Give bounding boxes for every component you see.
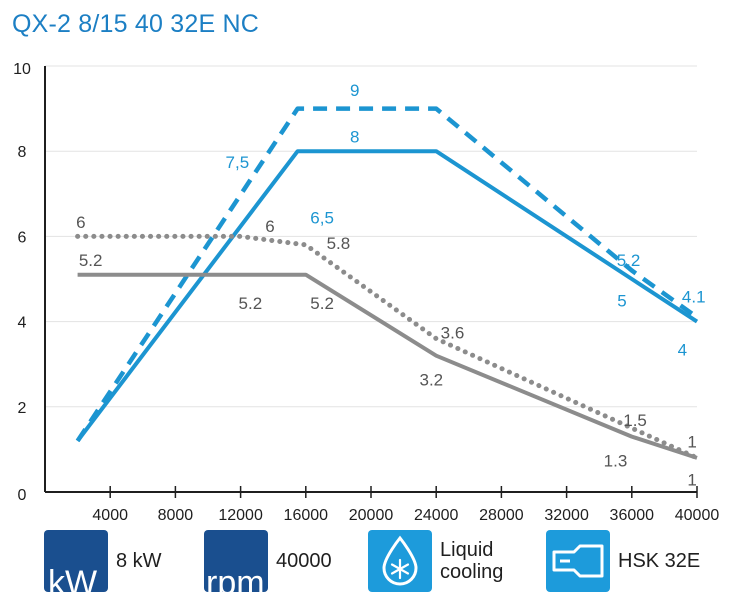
legend-item-power: kW 8 kW [44, 530, 162, 592]
kw-icon: kW [44, 530, 108, 592]
data-label: 9 [350, 81, 359, 100]
x-tick-label: 20000 [349, 507, 394, 524]
x-axis-ticks: 4000 8000 12000 16000 20000 24000 28000 32000 36… [92, 486, 719, 524]
data-label: 5 [617, 292, 626, 311]
data-label: 5.2 [617, 251, 641, 270]
data-label: 1 [687, 432, 696, 451]
series-line-2 [75, 233, 700, 461]
power-value: 8 kW [116, 550, 162, 572]
axes [44, 66, 697, 493]
x-tick-label: 32000 [544, 507, 589, 524]
cooling-text-line1: Liquid [440, 539, 494, 561]
y-tick-label: 0 [18, 487, 27, 504]
data-label: 3.2 [419, 371, 443, 390]
x-tick-label: 40000 [675, 507, 720, 524]
droplet-snowflake-icon [368, 530, 432, 592]
data-label: 8 [350, 128, 359, 147]
data-label: 3.6 [441, 324, 465, 343]
cooling-text: Liquid cooling [440, 539, 503, 583]
y-tick-label: 8 [18, 144, 27, 161]
chart-title: QX-2 8/15 40 32E NC [12, 10, 259, 38]
data-label: 5.2 [239, 294, 263, 313]
y-tick-label: 6 [18, 229, 27, 246]
data-label: 7,5 [226, 153, 250, 172]
series-line-0 [75, 106, 699, 443]
data-label: 5.2 [79, 251, 103, 270]
data-labels: 9 8 7,5 6,5 5.2 5 4.1 4 6 5.2 6 5.8 5.2 5.2 3.6 3.2 1.5 1… [76, 81, 705, 490]
legend-item-holder: HSK 32E [546, 530, 700, 592]
data-label: 4 [678, 341, 687, 360]
data-label: 5.2 [310, 294, 334, 313]
legend-item-speed: rpm 40000 [204, 530, 332, 592]
data-label: 6 [265, 217, 274, 236]
data-label: 1 [687, 471, 696, 490]
x-tick-label: 28000 [479, 507, 524, 524]
x-tick-label: 16000 [284, 507, 329, 524]
x-tick-label: 12000 [218, 507, 263, 524]
y-axis-ticks: 0 2 4 6 8 10 [13, 61, 31, 504]
data-label: 1.5 [623, 411, 647, 430]
y-tick-label: 4 [18, 315, 27, 332]
cooling-text-line2: cooling [440, 561, 504, 583]
chart-area: 0 2 4 6 8 10 4000 8000 12000 16000 20000 24000 2800… [13, 61, 719, 524]
y-tick-label: 2 [18, 400, 27, 417]
data-label: 6,5 [310, 209, 334, 228]
series-line-3 [77, 272, 698, 460]
data-label: 5.8 [327, 234, 351, 253]
x-tick-label: 36000 [610, 507, 655, 524]
x-tick-label: 8000 [158, 507, 194, 524]
legend-item-cooling: Liquid cooling [368, 530, 503, 592]
rpm-badge-text: rpm [206, 564, 265, 592]
data-label: 4.1 [682, 287, 706, 306]
tool-holder-icon [546, 530, 610, 592]
data-label: 6 [76, 213, 85, 232]
x-tick-label: 4000 [92, 507, 128, 524]
y-tick-label: 10 [13, 61, 31, 78]
kw-badge-text: kW [48, 564, 98, 592]
x-tick-label: 24000 [414, 507, 459, 524]
series-group [75, 106, 700, 461]
holder-value: HSK 32E [618, 550, 701, 572]
rpm-icon: rpm [204, 530, 268, 592]
speed-value: 40000 [276, 550, 332, 572]
series-line-1 [76, 149, 699, 443]
data-label: 1.3 [604, 451, 628, 470]
